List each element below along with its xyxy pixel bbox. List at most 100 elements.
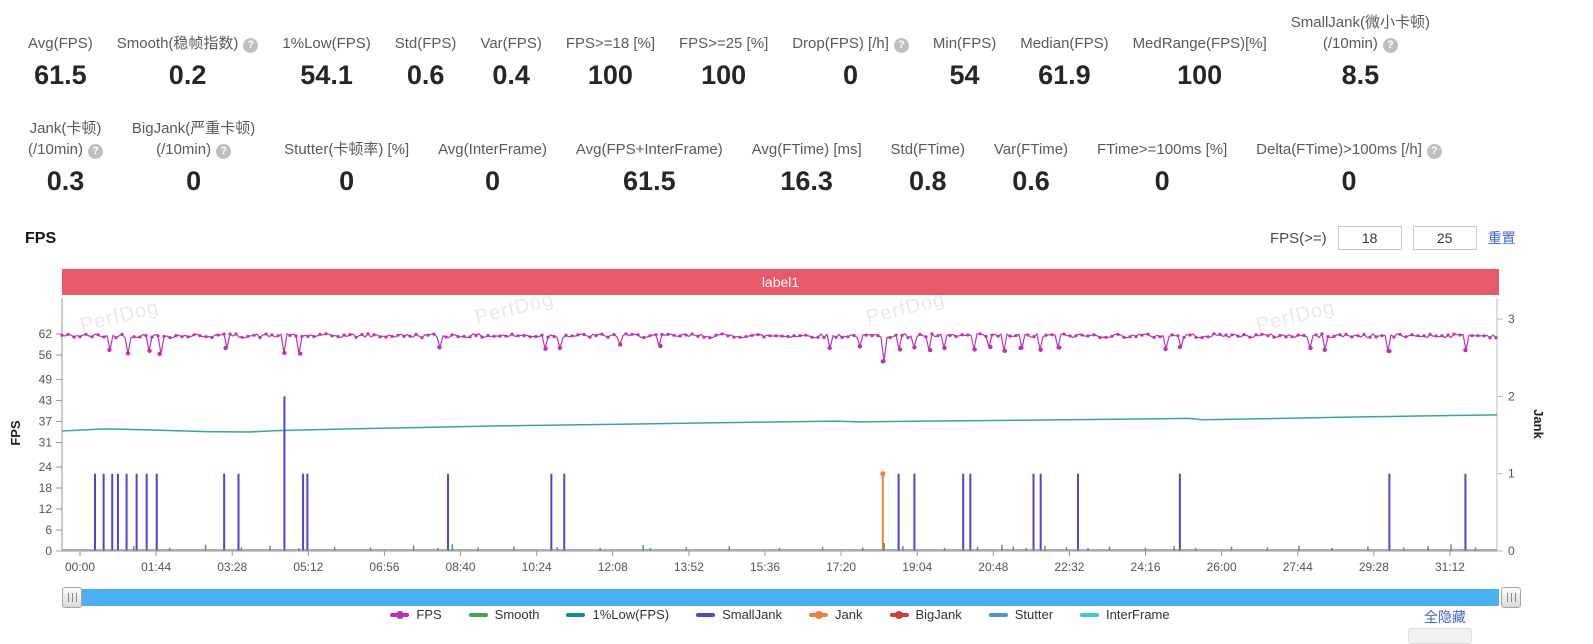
legend-label: FPS: [416, 607, 442, 622]
legend-item-smooth[interactable]: Smooth: [468, 607, 539, 622]
metric-2-9: Delta(FTime)>100ms [/h]? 0: [1256, 118, 1442, 197]
help-icon[interactable]: ?: [216, 144, 232, 159]
series-interframe: [61, 414, 1498, 433]
metric-value: 54: [949, 60, 980, 90]
metric-label: Var(FTime): [993, 141, 1069, 158]
right-axis-title: Jank: [1531, 409, 1546, 439]
metric-label: Stutter(卡顿率) [%]: [284, 141, 410, 158]
svg-text:20:48: 20:48: [978, 560, 1008, 574]
svg-text:29:28: 29:28: [1359, 560, 1389, 574]
help-icon[interactable]: ?: [1426, 144, 1442, 159]
legend-marker-icon: [468, 612, 488, 617]
metric-value: 100: [1177, 60, 1223, 90]
legend-marker-icon: [566, 612, 586, 617]
hide-all-link[interactable]: 全隐藏: [1424, 609, 1466, 625]
metric-label: Var(FPS): [480, 35, 542, 52]
legend-item-1-low-fps-[interactable]: 1%Low(FPS): [566, 607, 669, 622]
metric-value: 0.4: [492, 60, 530, 90]
metric-2-7: Var(FTime) 0.6: [994, 118, 1068, 197]
metric-label: Delta(FTime)>100ms [/h]?: [1256, 118, 1442, 160]
fps-threshold-input-1[interactable]: [1337, 226, 1402, 250]
watermark: PerfDog: [1254, 296, 1337, 337]
legend-marker-icon: [390, 610, 410, 619]
watermark: PerfDog: [473, 288, 556, 329]
chart-scrollbar-track[interactable]: [62, 589, 1499, 606]
metric-1-3: Std(FPS) 0.6: [395, 12, 457, 91]
metric-label: FPS>=18 [%]: [565, 35, 656, 52]
metric-value: 0.2: [168, 60, 207, 90]
metric-value: 0: [1341, 166, 1357, 196]
legend-label: Stutter: [1014, 607, 1054, 622]
legend-marker-icon: [809, 610, 829, 619]
legend-item-bigjank[interactable]: BigJank: [889, 607, 962, 622]
help-icon[interactable]: ?: [1382, 38, 1398, 53]
metric-label: Smooth(稳帧指数)?: [117, 12, 259, 54]
metric-label: Min(FPS): [932, 35, 997, 52]
left-axis-title: FPS: [8, 420, 23, 446]
grip-icon: [67, 593, 77, 602]
metric-value: 0: [339, 166, 355, 196]
metrics-row-2: Jank(卡顿) (/10min)? 0.3 BigJank(严重卡顿) (/10min…: [28, 118, 1442, 197]
metric-1-1: Smooth(稳帧指数)? 0.2: [117, 12, 259, 91]
svg-text:6: 6: [45, 523, 52, 537]
metrics-row-1: Avg(FPS) 61.5 Smooth(稳帧指数)? 0.2 1%Low(FPS) 54…: [28, 12, 1430, 91]
reset-link[interactable]: 重置: [1487, 230, 1516, 246]
metric-2-6: Std(FTime) 0.8: [891, 118, 965, 197]
metric-value: 8.5: [1341, 60, 1380, 90]
legend-marker-icon: [988, 612, 1008, 617]
metric-1-9: Median(FPS) 61.9: [1020, 12, 1108, 91]
svg-text:15:36: 15:36: [750, 560, 780, 574]
metric-value: 54.1: [300, 60, 353, 90]
svg-text:0: 0: [45, 544, 52, 558]
metric-2-8: FTime>=100ms [%] 0: [1097, 118, 1227, 197]
help-icon[interactable]: ?: [243, 38, 259, 53]
svg-text:22:32: 22:32: [1054, 560, 1084, 574]
svg-text:00:00: 00:00: [65, 560, 95, 574]
svg-text:19:04: 19:04: [902, 560, 932, 574]
svg-text:24: 24: [39, 460, 53, 474]
scrollbar-handle-left[interactable]: [62, 587, 82, 608]
svg-text:31:12: 31:12: [1435, 560, 1465, 574]
legend-item-smalljank[interactable]: SmallJank: [696, 607, 782, 622]
legend-item-stutter[interactable]: Stutter: [988, 607, 1054, 622]
svg-text:18: 18: [39, 481, 53, 495]
metric-1-8: Min(FPS) 54: [933, 12, 996, 91]
metric-value: 0.3: [46, 166, 85, 196]
section-title-fps: FPS: [25, 230, 57, 247]
svg-text:3: 3: [1508, 312, 1515, 326]
legend-item-interframe[interactable]: InterFrame: [1080, 607, 1170, 622]
legend-item-fps[interactable]: FPS: [390, 607, 442, 622]
metric-2-4: Avg(FPS+InterFrame) 61.5: [576, 118, 723, 197]
metric-label: Drop(FPS) [/h]?: [792, 12, 909, 54]
legend-marker-icon: [1080, 612, 1100, 617]
clipped-element: [1408, 628, 1472, 644]
metric-value: 16.3: [780, 166, 833, 196]
legend-label: BigJank: [915, 607, 962, 622]
watermark: PerfDog: [864, 288, 947, 329]
label1-band[interactable]: label1: [62, 269, 1499, 295]
metric-value: 100: [587, 60, 633, 90]
metric-value: 0.6: [406, 60, 445, 90]
legend-label: Jank: [835, 607, 863, 622]
svg-text:24:16: 24:16: [1131, 560, 1161, 574]
metric-label: Avg(FPS): [28, 35, 93, 52]
svg-text:10:24: 10:24: [522, 560, 552, 574]
svg-text:12: 12: [39, 502, 53, 516]
metric-1-2: 1%Low(FPS) 54.1: [282, 12, 370, 91]
metric-2-3: Avg(InterFrame) 0: [438, 118, 547, 197]
fps-threshold-input-2[interactable]: [1412, 226, 1477, 250]
scrollbar-handle-right[interactable]: [1501, 587, 1521, 608]
metric-label: FTime>=100ms [%]: [1096, 141, 1228, 158]
metric-value: 0.6: [1012, 166, 1050, 196]
legend-item-jank[interactable]: Jank: [809, 607, 863, 622]
help-icon[interactable]: ?: [88, 144, 104, 159]
legend-label: SmallJank: [722, 607, 783, 622]
fps-ge-label: FPS(>=): [1270, 229, 1327, 247]
metric-label: Std(FPS): [394, 35, 457, 52]
svg-text:31: 31: [39, 436, 53, 450]
help-icon[interactable]: ?: [893, 38, 909, 53]
legend-label: 1%Low(FPS): [592, 607, 670, 622]
metric-value: 61.5: [34, 60, 87, 90]
svg-text:43: 43: [39, 394, 53, 408]
